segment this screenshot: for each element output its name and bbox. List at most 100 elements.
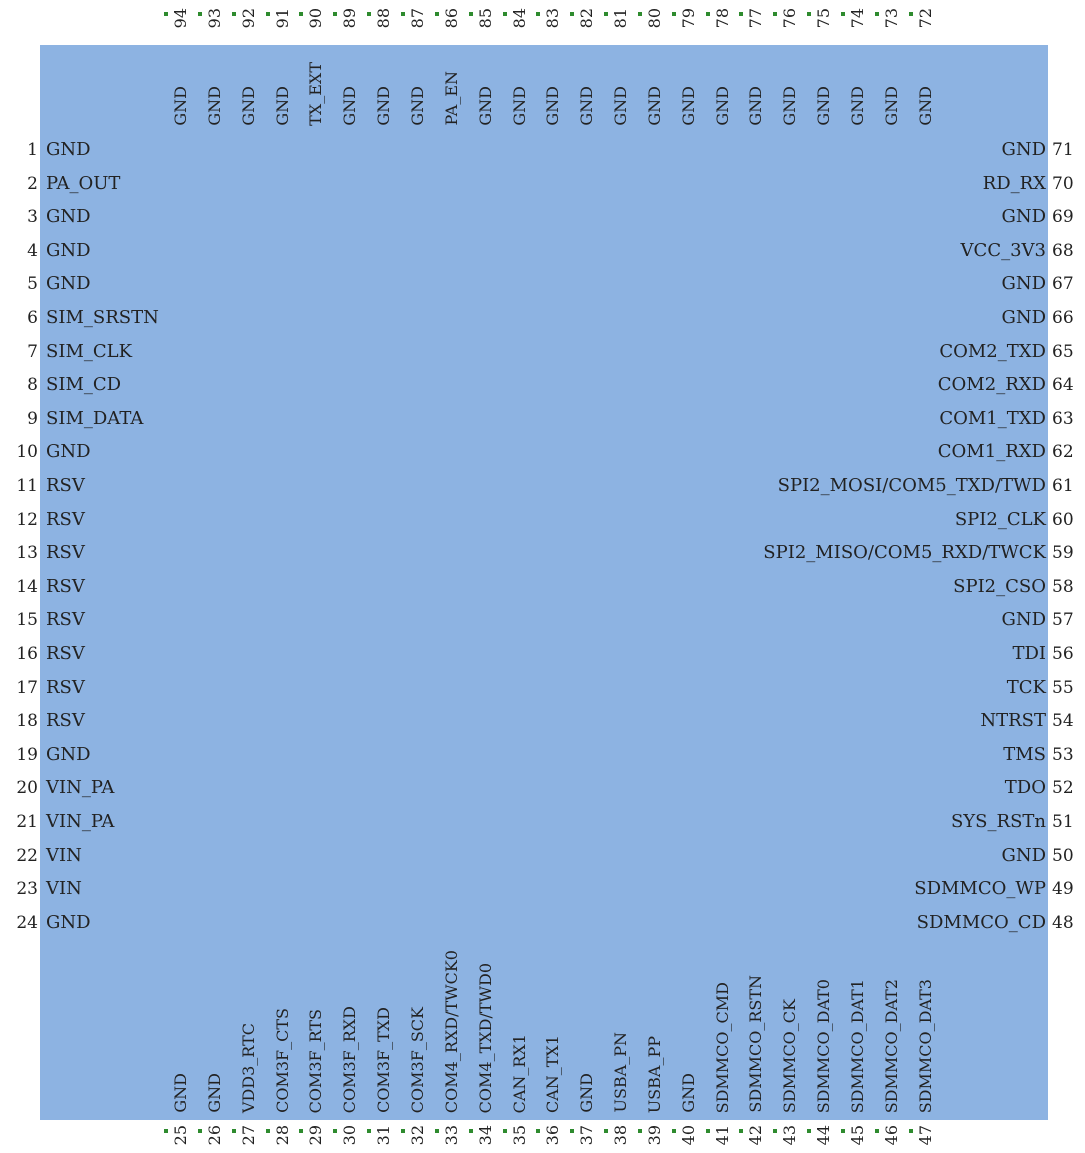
left-pin-number: 12	[16, 509, 38, 530]
pin-marker	[908, 1129, 913, 1133]
bottom-pin-label: SDMMCO_CK	[780, 998, 800, 1113]
bottom-pin-number: 44	[814, 1125, 834, 1146]
left-pin-number: 23	[16, 879, 38, 900]
top-pin-label: TX_EXT	[306, 62, 326, 126]
bottom-pin-number: 38	[611, 1125, 631, 1146]
top-pin-label: GND	[848, 86, 867, 126]
pin-marker	[400, 1129, 405, 1133]
bottom-pin-number: 34	[475, 1125, 495, 1146]
pin-marker	[705, 1129, 710, 1133]
right-pin-number: 56	[1052, 644, 1074, 664]
bottom-pin-number: 28	[272, 1125, 292, 1146]
right-pin-label: COM1_TXD	[939, 407, 1046, 429]
left-pin-number: 8	[27, 375, 38, 396]
left-pin-number: 24	[16, 912, 38, 933]
right-pin-number: 66	[1052, 308, 1074, 328]
left-pin-label: GND	[46, 273, 91, 295]
pin-marker	[671, 1129, 676, 1133]
top-pin-label: GND	[712, 86, 732, 126]
left-pin-number: 22	[16, 845, 38, 866]
top-pin-label: GND	[475, 86, 495, 126]
top-pin-label: GND	[204, 86, 224, 126]
bottom-pin-label: USBA_PN	[611, 1032, 631, 1113]
right-pin-number: 48	[1052, 912, 1074, 933]
pin-marker	[807, 1129, 812, 1133]
left-pin-label: VIN_PA	[46, 811, 115, 832]
pin-marker	[299, 12, 304, 16]
top-pin-label: GND	[374, 86, 394, 126]
bottom-pin-number: 26	[204, 1125, 224, 1146]
left-pin-label: RSV	[46, 643, 85, 664]
left-pin-number: 9	[27, 408, 38, 429]
bottom-pin-label: COM3F_CTS	[272, 1008, 292, 1113]
left-pin-number: 2	[27, 173, 38, 194]
bottom-pin-label: SDMMCO_CMD	[712, 981, 732, 1113]
bottom-pin-label: GND	[171, 1073, 190, 1113]
pin-marker	[434, 1129, 439, 1133]
right-pin-number: 53	[1052, 744, 1074, 765]
left-pin-number: 16	[16, 644, 38, 664]
left-pin-label: PA_OUT	[46, 172, 121, 194]
right-pin-label: GND	[1001, 273, 1046, 295]
left-pin-number: 10	[16, 442, 38, 463]
left-pin-number: 5	[27, 274, 38, 295]
bottom-pin-label: CAN_TX1	[543, 1034, 563, 1113]
right-pin-number: 61	[1052, 476, 1074, 496]
pin-marker	[367, 1129, 372, 1133]
top-pin-number: 87	[407, 8, 427, 29]
bottom-pin-label: VDD3_RTC	[238, 1022, 258, 1113]
left-pin-label: GND	[46, 441, 91, 463]
top-pin-label: GND	[881, 86, 901, 126]
top-pin-number: 82	[577, 8, 597, 29]
bottom-pin-label: USBA_PP	[644, 1035, 664, 1113]
right-pin-label: SDMMCO_WP	[914, 878, 1046, 900]
right-pin-label: RD_RX	[982, 172, 1046, 194]
left-pin-label: RSV	[46, 475, 85, 496]
right-pin-number: 52	[1052, 778, 1074, 799]
left-pin-number: 13	[16, 543, 38, 564]
pin-marker	[333, 12, 338, 16]
pin-marker	[164, 12, 168, 16]
pin-marker	[502, 12, 507, 16]
bottom-pin-label: GND	[577, 1073, 597, 1113]
right-pin-label: TDO	[1004, 777, 1046, 799]
right-pin-label: NTRST	[980, 710, 1046, 732]
top-pin-number: 89	[340, 8, 360, 29]
bottom-pin-label: COM4_TXD/TWD0	[475, 962, 495, 1113]
bottom-pin-number: 42	[746, 1125, 766, 1146]
pin-marker	[468, 1129, 473, 1133]
right-pin-label: SPI2_CSO	[953, 575, 1046, 597]
pin-marker	[536, 12, 541, 16]
right-pin-label: COM1_RXD	[937, 441, 1046, 463]
right-pin-number: 55	[1052, 677, 1074, 698]
pin-marker	[604, 12, 609, 16]
top-pin-label: GND	[407, 86, 427, 126]
right-pin-label: GND	[1001, 139, 1046, 160]
pin-marker	[705, 12, 710, 16]
pin-marker	[841, 12, 845, 16]
right-pin-number: 62	[1052, 442, 1074, 463]
left-pin-label: RSV	[46, 508, 85, 530]
bottom-pin-number: 36	[543, 1125, 563, 1146]
bottom-pin-label: SDMMCO_RSTN	[746, 975, 766, 1113]
bottom-pin-label: COM3F_SCK	[407, 1006, 427, 1113]
bottom-pin-number: 45	[848, 1125, 867, 1146]
bottom-pin-label: COM3F_TXD	[374, 1007, 394, 1113]
top-pin-number: 92	[238, 8, 258, 29]
left-pin-number: 20	[16, 778, 38, 799]
right-pin-number: 67	[1052, 274, 1074, 295]
bottom-pin-number: 25	[171, 1125, 190, 1146]
top-pin-number: 77	[746, 8, 766, 29]
right-pin-label: GND	[1001, 844, 1046, 866]
top-pin-label: GND	[238, 86, 258, 126]
pin-marker	[197, 1129, 202, 1133]
top-pin-number: 93	[204, 8, 224, 29]
bottom-pin-number: 43	[780, 1125, 800, 1146]
pin-marker	[367, 12, 372, 16]
bottom-pin-label: GND	[678, 1073, 698, 1113]
bottom-pin-label: GND	[204, 1073, 224, 1113]
bottom-pin-number: 46	[881, 1125, 901, 1146]
top-pin-label: GND	[577, 86, 597, 126]
bottom-pin-number: 31	[374, 1125, 394, 1146]
top-pin-number: 88	[374, 8, 394, 29]
